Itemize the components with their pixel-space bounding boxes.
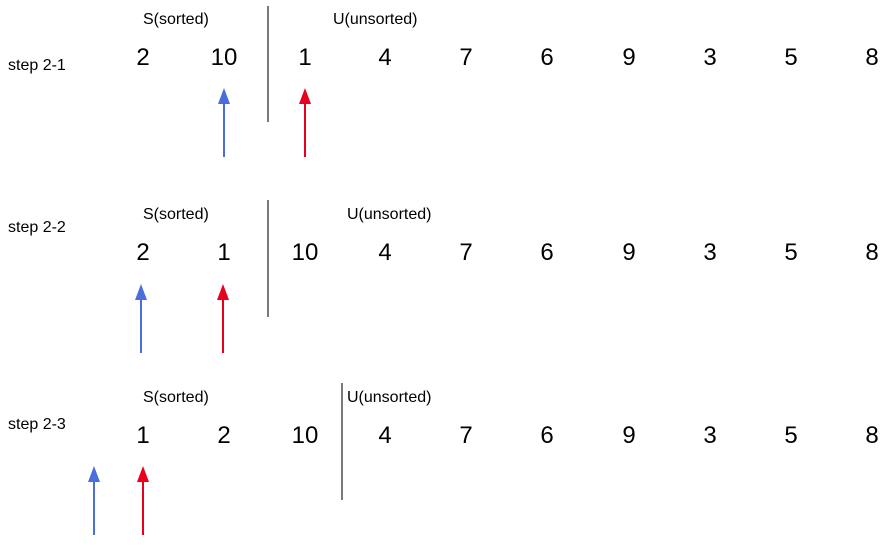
array-value: 1 [217,239,231,266]
array-value: 4 [378,422,392,449]
step-2-1-panel: step 2-1 S(sorted) U(unsorted) 2 10 1 4 … [0,0,890,180]
sorted-unsorted-divider [267,6,269,122]
array-value: 7 [459,44,473,71]
array-value: 7 [459,422,473,449]
unsorted-label: U(unsorted) [347,206,432,223]
array-value: 2 [136,239,150,266]
array-value: 5 [784,44,798,71]
array-value: 8 [865,239,879,266]
array-value: 9 [622,239,636,266]
red-arrow-icon [137,466,149,535]
array-value: 10 [291,239,319,266]
array-value: 5 [784,239,798,266]
array-value: 1 [298,44,312,71]
unsorted-label: U(unsorted) [347,389,432,406]
array-value: 10 [291,422,319,449]
array-value: 1 [136,422,150,449]
array-value: 2 [136,44,150,71]
red-arrow-icon [217,284,229,353]
blue-arrow-icon [218,88,230,157]
sorted-unsorted-divider [341,383,343,500]
array-value: 9 [622,422,636,449]
sorted-label: S(sorted) [143,389,209,406]
array-value: 4 [378,239,392,266]
array-value: 6 [540,239,554,266]
sorted-label: S(sorted) [143,11,209,28]
unsorted-label: U(unsorted) [333,11,418,28]
array-value: 3 [703,422,717,449]
step-label: step 2-2 [8,219,66,236]
array-value: 7 [459,239,473,266]
array-value: 8 [865,422,879,449]
array-value: 10 [210,44,238,71]
array-value: 2 [217,422,231,449]
blue-arrow-icon [135,284,147,353]
array-value: 9 [622,44,636,71]
array-value: 3 [703,239,717,266]
step-2-2-panel: step 2-2 S(sorted) U(unsorted) 2 1 10 4 … [0,0,890,353]
array-value: 6 [540,422,554,449]
array-value: 3 [703,44,717,71]
red-arrow-icon [299,88,311,157]
sorted-label: S(sorted) [143,206,209,223]
blue-arrow-icon [88,466,100,535]
step-label: step 2-1 [8,57,66,74]
array-value: 6 [540,44,554,71]
step-label: step 2-3 [8,416,66,433]
array-value: 5 [784,422,798,449]
array-value: 4 [378,44,392,71]
sorted-unsorted-divider [267,200,269,317]
array-value: 8 [865,44,879,71]
